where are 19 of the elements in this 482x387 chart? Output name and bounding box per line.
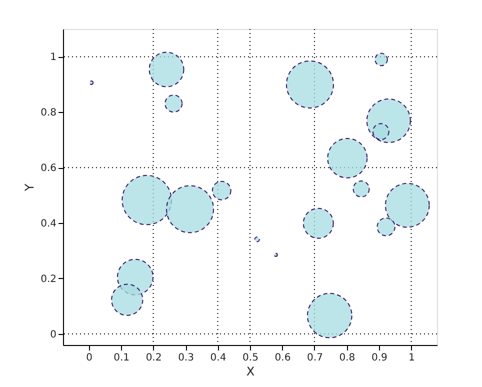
y-tick-label: 0.6 [40,163,56,174]
x-tick-label: 0 [86,352,92,364]
x-tick-label: 0.9 [372,352,388,364]
x-tick-label: 0.7 [307,352,323,364]
y-tick-label: 1 [50,52,56,64]
x-tick-label: 0.5 [242,352,258,364]
x-tick-label: 0.8 [339,352,356,364]
x-tick-label: 1 [408,352,415,364]
y-tick-label: 0.2 [40,274,56,285]
x-axis-title: X [246,364,255,378]
y-tick-label: 0.4 [40,218,56,230]
x-tick-label: 0.1 [114,352,130,364]
x-tick-label: 0.4 [210,352,226,364]
y-tick-label: 0 [50,329,56,340]
x-tick-label: 0.3 [178,352,194,364]
y-axis-title: Y [22,183,37,192]
y-tick-label: 0.8 [40,108,56,119]
x-tick-label: 0.2 [146,352,162,364]
x-tick-label: 0.6 [274,352,291,364]
